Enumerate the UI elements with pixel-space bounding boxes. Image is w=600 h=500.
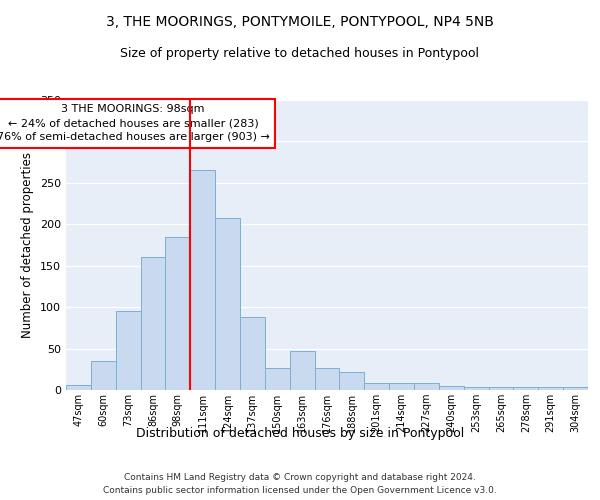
- Text: 3 THE MOORINGS: 98sqm
← 24% of detached houses are smaller (283)
76% of semi-det: 3 THE MOORINGS: 98sqm ← 24% of detached …: [0, 104, 269, 142]
- Text: Contains public sector information licensed under the Open Government Licence v3: Contains public sector information licen…: [103, 486, 497, 495]
- Bar: [215, 218, 240, 390]
- Bar: [340, 372, 364, 390]
- Bar: [488, 386, 514, 390]
- Bar: [116, 312, 140, 390]
- Text: Contains HM Land Registry data © Crown copyright and database right 2024.: Contains HM Land Registry data © Crown c…: [124, 472, 476, 482]
- Bar: [166, 236, 190, 390]
- Bar: [91, 361, 116, 390]
- Bar: [364, 384, 389, 390]
- Bar: [514, 386, 538, 390]
- Text: Size of property relative to detached houses in Pontypool: Size of property relative to detached ho…: [121, 48, 479, 60]
- Bar: [389, 382, 414, 390]
- Bar: [563, 386, 588, 390]
- Bar: [439, 386, 464, 390]
- Bar: [240, 317, 265, 390]
- Bar: [66, 385, 91, 390]
- Bar: [538, 386, 563, 390]
- Bar: [314, 368, 340, 390]
- Text: Distribution of detached houses by size in Pontypool: Distribution of detached houses by size …: [136, 428, 464, 440]
- Text: 3, THE MOORINGS, PONTYMOILE, PONTYPOOL, NP4 5NB: 3, THE MOORINGS, PONTYMOILE, PONTYPOOL, …: [106, 15, 494, 29]
- Bar: [265, 368, 290, 390]
- Y-axis label: Number of detached properties: Number of detached properties: [22, 152, 34, 338]
- Bar: [414, 382, 439, 390]
- Bar: [464, 386, 488, 390]
- Bar: [140, 258, 166, 390]
- Bar: [290, 351, 314, 390]
- Bar: [190, 170, 215, 390]
